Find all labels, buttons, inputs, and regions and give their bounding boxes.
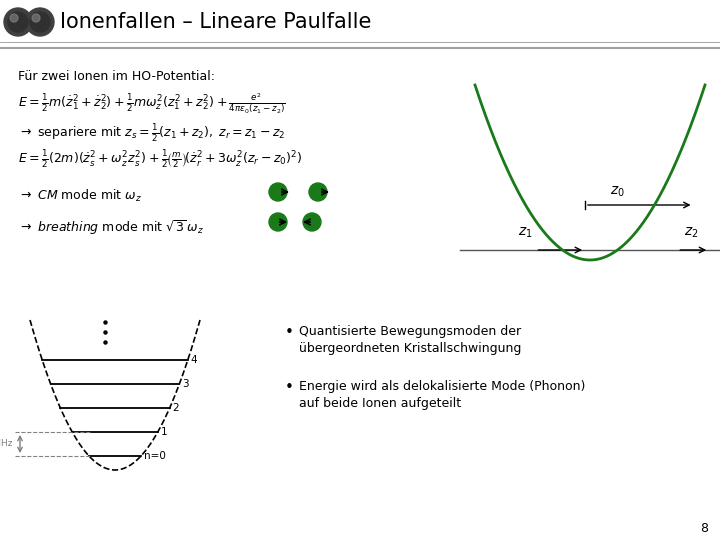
Text: $\rightarrow$ separiere mit $z_s = \frac{1}{2}(z_1 + z_2),\; z_r = z_1 - z_2$: $\rightarrow$ separiere mit $z_s = \frac…: [18, 122, 285, 144]
Text: •: •: [285, 380, 294, 395]
Circle shape: [32, 14, 40, 22]
Circle shape: [30, 12, 50, 32]
Circle shape: [269, 183, 287, 201]
Text: $z_0$: $z_0$: [610, 185, 625, 199]
Circle shape: [8, 12, 28, 32]
Text: UNIVERSITAT: UNIVERSITAT: [679, 29, 711, 33]
Circle shape: [303, 213, 321, 231]
Text: Quantisierte Bewegungsmoden der
übergeordneten Kristallschwingung: Quantisierte Bewegungsmoden der übergeor…: [299, 325, 521, 355]
Text: $z_1$: $z_1$: [518, 226, 533, 240]
Text: 8: 8: [700, 522, 708, 535]
Text: 3: 3: [182, 379, 189, 389]
Circle shape: [269, 213, 287, 231]
Text: $\rightarrow$ $\mathit{CM}$ mode mit $\omega_z$: $\rightarrow$ $\mathit{CM}$ mode mit $\o…: [18, 188, 142, 204]
Circle shape: [309, 183, 327, 201]
Text: 4: 4: [191, 355, 197, 365]
Circle shape: [26, 8, 54, 36]
Text: Ionenfallen – Lineare Paulfalle: Ionenfallen – Lineare Paulfalle: [60, 12, 372, 32]
Text: •: •: [285, 325, 294, 340]
Text: MUNCHEN: MUNCHEN: [679, 37, 704, 42]
Text: $z_2$: $z_2$: [684, 226, 699, 240]
Text: LMU: LMU: [622, 21, 656, 35]
Text: MAXIMILIANS-: MAXIMILIANS-: [679, 20, 714, 25]
Text: $E = \frac{1}{2}m(\dot{z}_1^2 + \dot{z}_2^2) + \frac{1}{2}m\omega_z^2(z_1^2 + z_: $E = \frac{1}{2}m(\dot{z}_1^2 + \dot{z}_…: [18, 92, 286, 116]
Text: Energie wird als delokalisierte Mode (Phonon)
auf beide Ionen aufgeteilt: Energie wird als delokalisierte Mode (Ph…: [299, 380, 585, 410]
Text: $E = \frac{1}{2}(2m)(\dot{z}_s^2 + \omega_z^2 z_s^2) + \frac{1}{2}\!\left(\frac{: $E = \frac{1}{2}(2m)(\dot{z}_s^2 + \omeg…: [18, 148, 302, 170]
Text: Für zwei Ionen im HO-Potential:: Für zwei Ionen im HO-Potential:: [18, 70, 215, 83]
Text: $\rightarrow$ $\mathit{breathing}$ mode mit $\sqrt{3}\,\omega_z$: $\rightarrow$ $\mathit{breathing}$ mode …: [18, 218, 204, 237]
Text: n=0: n=0: [144, 451, 166, 461]
Text: 1: 1: [161, 427, 168, 437]
Text: LUDWIG-: LUDWIG-: [679, 10, 701, 15]
Circle shape: [10, 14, 18, 22]
Text: 2: 2: [173, 403, 179, 413]
Text: 1.2MHz: 1.2MHz: [0, 440, 13, 449]
Circle shape: [4, 8, 32, 36]
